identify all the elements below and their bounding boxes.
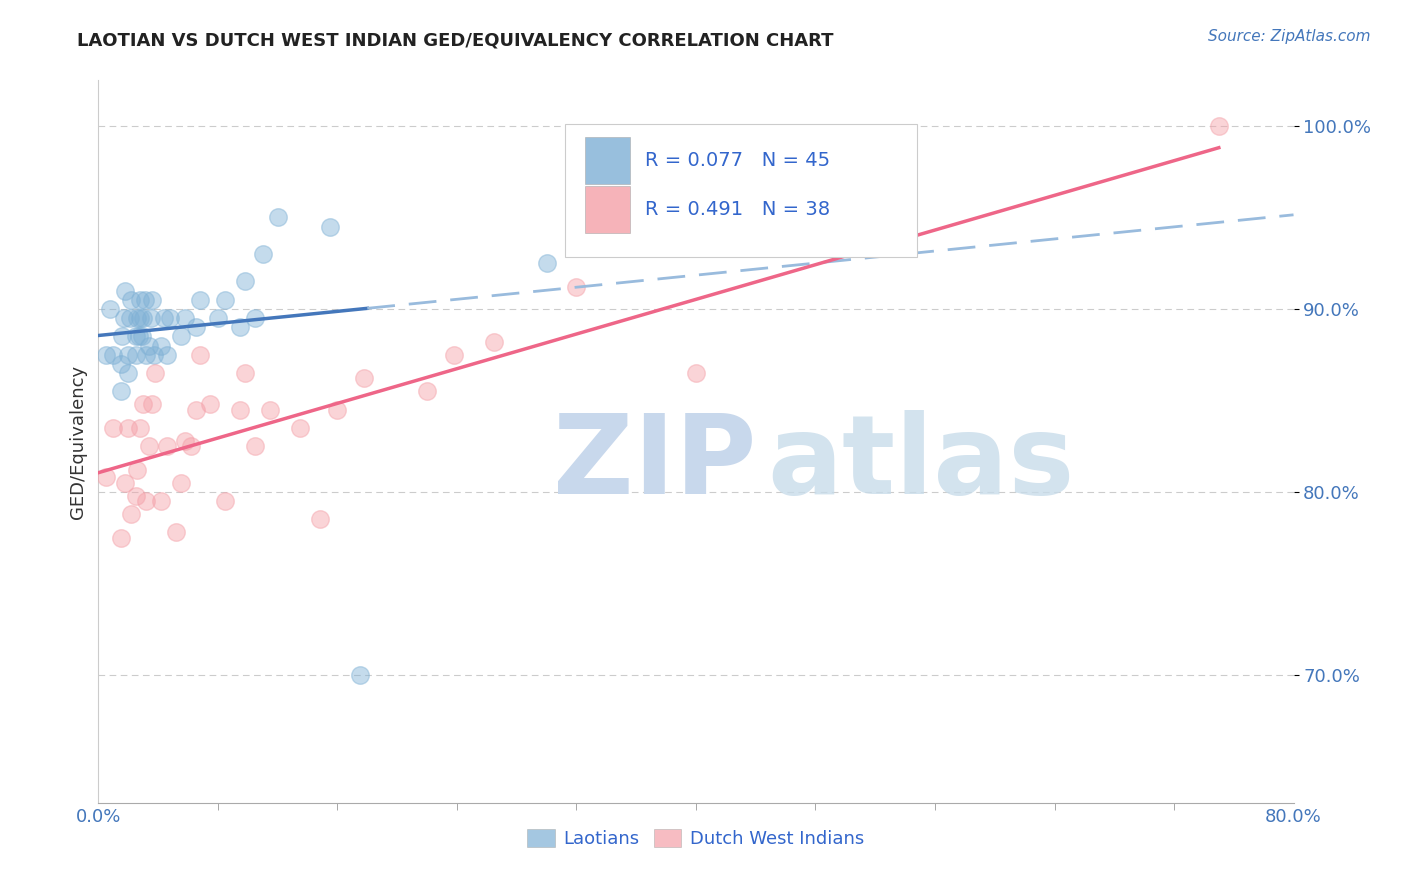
Point — [169, 475, 191, 490]
Point — [138, 338, 160, 352]
Point — [156, 439, 179, 453]
Point — [184, 320, 207, 334]
Text: R = 0.491   N = 38: R = 0.491 N = 38 — [644, 201, 830, 219]
Point — [180, 439, 202, 453]
Point — [110, 384, 132, 399]
FancyBboxPatch shape — [585, 186, 630, 234]
Point — [129, 311, 152, 326]
Text: R = 0.077   N = 45: R = 0.077 N = 45 — [644, 151, 830, 169]
Point — [125, 329, 148, 343]
Text: LAOTIAN VS DUTCH WEST INDIAN GED/EQUIVALENCY CORRELATION CHART: LAOTIAN VS DUTCH WEST INDIAN GED/EQUIVAL… — [77, 31, 834, 49]
Point — [319, 219, 342, 234]
Point — [484, 334, 506, 349]
Point — [159, 311, 181, 326]
FancyBboxPatch shape — [585, 136, 630, 184]
Point — [132, 311, 155, 326]
Point — [132, 397, 155, 411]
Point — [184, 402, 207, 417]
Point — [103, 421, 125, 435]
Point — [229, 320, 252, 334]
Point — [129, 293, 152, 307]
Point — [98, 301, 122, 316]
Point — [127, 463, 149, 477]
Point — [142, 348, 165, 362]
Point — [125, 488, 148, 502]
Point — [103, 348, 125, 362]
Point — [135, 494, 157, 508]
Point — [188, 348, 211, 362]
Point — [536, 256, 558, 270]
Point — [127, 311, 149, 326]
Point — [128, 329, 150, 343]
Point — [685, 366, 707, 380]
Point — [110, 357, 132, 371]
Point — [120, 507, 142, 521]
Point — [150, 494, 173, 508]
Point — [120, 293, 142, 307]
Point — [259, 402, 281, 417]
Point — [288, 421, 311, 435]
Point — [117, 348, 139, 362]
Point — [353, 371, 375, 385]
Point — [188, 293, 211, 307]
Point — [156, 348, 179, 362]
Point — [141, 293, 163, 307]
Point — [443, 348, 465, 362]
Point — [94, 470, 117, 484]
Point — [134, 293, 156, 307]
Point — [143, 366, 166, 380]
Point — [111, 329, 134, 343]
Point — [169, 329, 191, 343]
Legend: Laotians, Dutch West Indians: Laotians, Dutch West Indians — [520, 822, 872, 855]
Point — [94, 348, 117, 362]
Point — [174, 434, 197, 448]
Point — [245, 439, 267, 453]
Point — [174, 311, 197, 326]
Point — [610, 228, 633, 243]
Point — [110, 531, 132, 545]
Point — [114, 284, 136, 298]
Point — [349, 667, 371, 681]
Point — [308, 512, 330, 526]
Point — [214, 494, 236, 508]
Text: Source: ZipAtlas.com: Source: ZipAtlas.com — [1208, 29, 1371, 44]
Point — [139, 311, 162, 326]
Text: atlas: atlas — [768, 409, 1076, 516]
Point — [117, 421, 139, 435]
Point — [207, 311, 229, 326]
FancyBboxPatch shape — [565, 124, 917, 257]
Point — [252, 247, 274, 261]
Point — [267, 211, 290, 225]
Point — [229, 402, 252, 417]
Point — [1208, 119, 1230, 133]
Point — [150, 338, 173, 352]
Point — [141, 397, 163, 411]
Point — [326, 402, 349, 417]
Point — [200, 397, 222, 411]
Point — [135, 348, 157, 362]
Point — [117, 366, 139, 380]
Point — [138, 439, 160, 453]
Point — [118, 311, 141, 326]
Point — [214, 293, 236, 307]
Point — [125, 348, 148, 362]
Point — [112, 311, 135, 326]
Point — [129, 421, 152, 435]
Text: ZIP: ZIP — [553, 409, 756, 516]
Point — [131, 329, 153, 343]
Point — [233, 275, 256, 289]
Point — [153, 311, 176, 326]
Point — [245, 311, 267, 326]
Point — [114, 475, 136, 490]
Point — [165, 525, 187, 540]
Point — [233, 366, 256, 380]
Point — [416, 384, 439, 399]
Point — [565, 280, 588, 294]
Y-axis label: GED/Equivalency: GED/Equivalency — [69, 365, 87, 518]
